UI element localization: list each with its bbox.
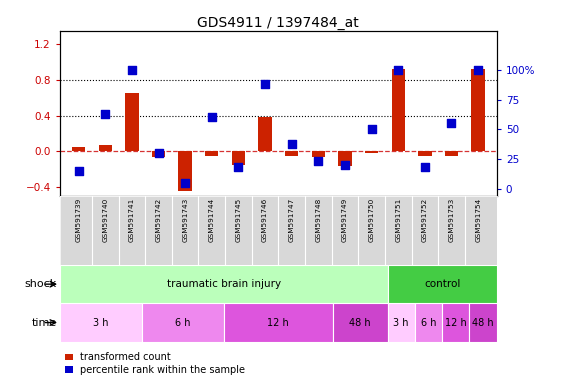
Bar — [60, 303, 142, 342]
Text: GSM591751: GSM591751 — [395, 198, 401, 242]
Bar — [388, 265, 497, 303]
Bar — [179, 151, 192, 191]
Bar — [418, 151, 432, 156]
Bar — [312, 151, 325, 157]
Text: 12 h: 12 h — [445, 318, 467, 328]
Text: GSM591753: GSM591753 — [448, 198, 455, 242]
Text: time: time — [32, 318, 57, 328]
Text: GSM591754: GSM591754 — [475, 198, 481, 242]
Point — [154, 150, 163, 156]
Bar — [392, 69, 405, 151]
Text: GSM591750: GSM591750 — [369, 198, 375, 242]
Text: GSM591748: GSM591748 — [315, 198, 321, 242]
Text: GSM591749: GSM591749 — [342, 198, 348, 242]
Text: GSM591745: GSM591745 — [235, 198, 242, 242]
Text: GSM591739: GSM591739 — [75, 198, 82, 242]
Bar — [60, 265, 388, 303]
Bar — [125, 93, 139, 151]
Text: traumatic brain injury: traumatic brain injury — [167, 279, 281, 289]
Text: GSM591741: GSM591741 — [129, 198, 135, 242]
Text: 48 h: 48 h — [472, 318, 494, 328]
Bar — [205, 151, 219, 156]
Point — [100, 111, 110, 117]
Bar — [469, 303, 497, 342]
Point — [74, 168, 83, 174]
Point — [287, 141, 296, 147]
Text: 48 h: 48 h — [349, 318, 371, 328]
Bar — [72, 147, 85, 151]
Text: 3 h: 3 h — [93, 318, 108, 328]
Point — [234, 164, 243, 170]
Bar — [415, 303, 442, 342]
Text: shock: shock — [25, 279, 57, 289]
Text: 6 h: 6 h — [421, 318, 436, 328]
Bar — [99, 145, 112, 151]
Point — [207, 114, 216, 121]
Bar — [472, 69, 485, 151]
Bar — [338, 151, 352, 166]
Point — [340, 162, 349, 168]
Legend: transformed count, percentile rank within the sample: transformed count, percentile rank withi… — [65, 353, 246, 375]
Text: GSM591742: GSM591742 — [155, 198, 162, 242]
Bar — [388, 303, 415, 342]
Point — [420, 164, 429, 170]
Point — [127, 67, 136, 73]
Title: GDS4911 / 1397484_at: GDS4911 / 1397484_at — [198, 16, 359, 30]
Text: GSM591752: GSM591752 — [422, 198, 428, 242]
Text: GSM591744: GSM591744 — [209, 198, 215, 242]
Point — [260, 81, 270, 87]
Bar — [142, 303, 224, 342]
Point — [447, 120, 456, 126]
Text: 6 h: 6 h — [175, 318, 191, 328]
Text: GSM591747: GSM591747 — [289, 198, 295, 242]
Bar — [259, 117, 272, 151]
Text: GSM591746: GSM591746 — [262, 198, 268, 242]
Bar — [285, 151, 298, 156]
Bar — [232, 151, 245, 165]
Bar — [333, 303, 388, 342]
Point — [180, 180, 190, 186]
Bar — [152, 151, 165, 157]
Point — [393, 67, 403, 73]
Text: GSM591740: GSM591740 — [102, 198, 108, 242]
Point — [313, 158, 323, 164]
Bar — [442, 303, 469, 342]
Bar — [365, 151, 378, 153]
Text: 3 h: 3 h — [393, 318, 409, 328]
Bar — [445, 151, 458, 156]
Point — [367, 126, 376, 132]
Bar — [224, 303, 333, 342]
Text: 12 h: 12 h — [267, 318, 289, 328]
Text: GSM591743: GSM591743 — [182, 198, 188, 242]
Point — [473, 67, 482, 73]
Text: control: control — [424, 279, 460, 289]
